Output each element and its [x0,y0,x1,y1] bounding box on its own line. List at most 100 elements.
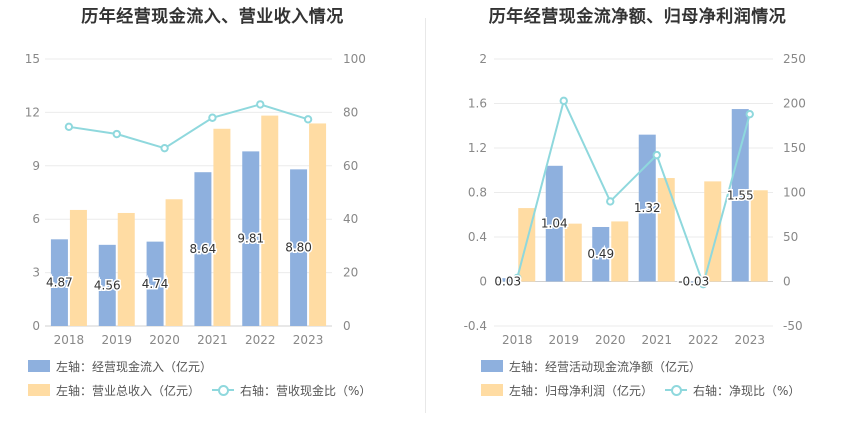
y-tick-label-left: 1.6 [468,97,487,111]
bar-primary [290,169,308,326]
ratio-point [303,115,313,124]
bar-primary [499,278,517,282]
bar-primary [50,239,68,326]
ratio-point [652,150,661,160]
bar-secondary [704,181,722,282]
y-tick-label-right: 60 [343,159,358,173]
bar-data-label: 8.80 [285,241,312,255]
y-tick-label-right: 250 [783,52,806,66]
legend-item-cash-inflow[interactable]: 左轴：经营现金流入（亿元） [28,358,212,375]
bar-secondary [117,212,135,326]
legend-item-cash-ratio[interactable]: 右轴：营收现金比（%） [212,382,371,399]
y-tick-label-left: 6 [32,212,40,226]
legend-item-net-cash-ratio[interactable]: 右轴：净现比（%） [665,382,800,399]
y-tick-label-right: 0 [783,275,791,289]
legend-label: 右轴：净现比（%） [693,383,801,398]
bar-secondary [309,123,327,326]
bar-primary [146,241,164,326]
y-tick-label-left: 0.8 [468,186,487,200]
net-cashflow-profit-chart: -0.4 0 0.4 0.8 1.2 1.6 2 -50 0 50 100 150 200 250 2018… [464,52,806,347]
ratio-line [516,97,751,288]
bar-data-label: 0.03 [494,275,521,289]
y-tick-label-left: 0 [479,275,487,289]
x-tick-label: 2019 [101,333,132,347]
bar-primary [194,172,212,326]
y-tick-label-left: 12 [25,105,40,119]
left-chart-panel: 历年经营现金流入、营业收入情况 0 3 6 9 12 15 0 20 40 60 80 100 2018… [25,7,372,399]
bar-data-label: 4.74 [142,277,169,291]
y-tick-label-right: 40 [343,212,358,226]
panel-divider [425,18,426,413]
bar-data-label: -0.03 [678,275,709,289]
legend-line-swatch [665,384,688,396]
y-tick-label-left: 0 [32,319,40,333]
y-tick-label-right: 100 [343,52,366,66]
y-tick-label-right: 100 [783,186,806,200]
y-tick-label-right: 150 [783,141,806,155]
y-tick-label-left: 3 [32,266,40,280]
x-tick-label: 2021 [197,333,228,347]
bar-data-label: 8.64 [190,242,217,256]
legend-line-swatch [212,384,235,396]
bar-data-label: 1.04 [541,217,568,231]
legend-swatch [28,384,50,396]
legend-label: 左轴：经营活动现金流净额（亿元） [509,359,702,374]
ratio-point [208,113,217,122]
x-tick-label: 2020 [149,333,180,347]
y-tick-label-left: 9 [32,159,40,173]
y-tick-label-right: -50 [783,319,803,333]
y-tick-label-left: 2 [479,52,487,66]
bar-secondary [261,115,279,326]
ratio-point [606,197,615,206]
bar-secondary [564,223,582,282]
y-tick-label-right: 50 [783,230,798,244]
ratio-point [112,129,121,139]
legend-swatch [481,360,503,372]
bar-primary [638,134,656,282]
ratio-point [160,143,169,153]
bar-data-label: 1.32 [634,201,661,215]
x-tick-label: 2019 [548,333,579,347]
bar-secondary [213,128,231,326]
bar-data-label: 1.55 [727,188,754,202]
bar-primary [731,109,749,282]
y-tick-label-left: 0.4 [468,230,487,244]
legend-swatch [481,384,503,396]
bar-primary [592,226,610,282]
bar-primary [98,244,116,326]
x-tick-label: 2023 [293,333,324,347]
ratio-point [699,279,708,289]
ratio-point [513,273,522,283]
legend-swatch [28,360,50,372]
bar-primary [545,165,563,282]
bar-data-label: 9.81 [237,232,264,246]
ratio-point [559,96,568,106]
x-tick-label: 2018 [502,333,533,347]
y-tick-label-right: 20 [343,266,358,280]
y-tick-label-left: 15 [25,52,40,66]
bar-secondary [657,178,675,282]
bar-primary [685,281,703,285]
chart-title: 历年经营现金流净额、归母净利润情况 [488,7,787,27]
x-tick-label: 2021 [641,333,672,347]
legend-label: 左轴：营业总收入（亿元） [56,383,201,398]
right-chart-panel: 历年经营现金流净额、归母净利润情况 -0.4 0 0.4 0.8 1.2 1.6 2 -50 0… [425,0,850,437]
legend-label: 右轴：营收现金比（%） [240,383,372,398]
bar-data-label: 4.87 [46,276,73,290]
ratio-point [256,100,265,109]
y-tick-label-right: 0 [343,319,351,333]
ratio-point [64,122,74,132]
y-tick-label-left: -0.4 [464,319,487,333]
legend-label: 左轴：经营现金流入（亿元） [56,359,213,374]
legend-label: 左轴：归母净利润（亿元） [509,383,654,398]
x-tick-label: 2020 [595,333,626,347]
legend-item-net-profit[interactable]: 左轴：归母净利润（亿元） [481,382,653,399]
x-tick-label: 2018 [54,333,85,347]
bar-secondary [750,190,768,282]
legend-item-net-cashflow[interactable]: 左轴：经营活动现金流净额（亿元） [481,358,701,375]
bar-secondary [611,221,629,282]
bar-data-label: 4.56 [94,278,121,292]
legend-item-revenue[interactable]: 左轴：营业总收入（亿元） [28,382,200,399]
y-tick-label-right: 80 [343,105,358,119]
bar-secondary [69,209,87,326]
